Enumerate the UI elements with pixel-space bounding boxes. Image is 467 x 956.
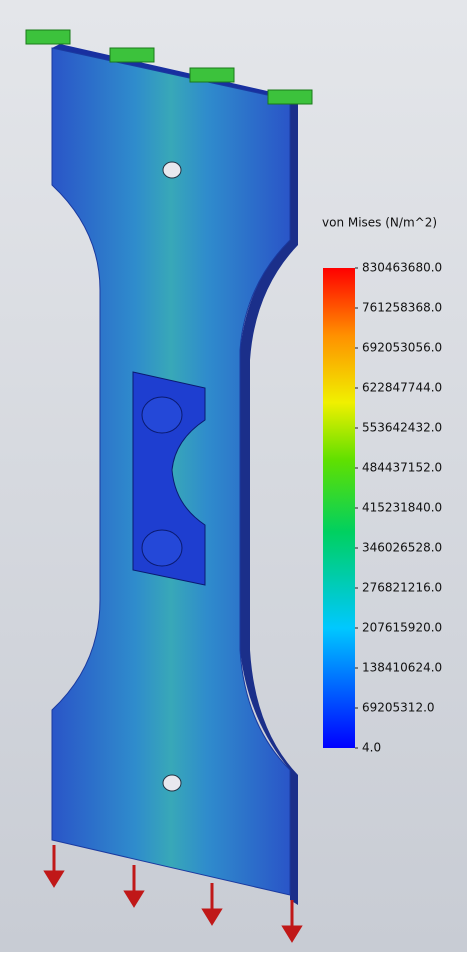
legend-label: 692053056.0 bbox=[362, 341, 442, 355]
pin bbox=[142, 397, 182, 433]
legend-label: 276821216.0 bbox=[362, 581, 442, 595]
hole bbox=[163, 162, 181, 178]
hole bbox=[163, 775, 181, 791]
legend-label: 553642432.0 bbox=[362, 421, 442, 435]
viewport: von Mises (N/m^2) 830463680.0 761258368.0… bbox=[0, 0, 467, 952]
legend-label: 69205312.0 bbox=[362, 701, 435, 715]
legend-label: 415231840.0 bbox=[362, 501, 442, 515]
legend-label: 346026528.0 bbox=[362, 541, 442, 555]
fixture bbox=[190, 68, 234, 82]
legend-label: 4.0 bbox=[362, 741, 381, 755]
legend-label: 138410624.0 bbox=[362, 661, 442, 675]
legend-label: 761258368.0 bbox=[362, 301, 442, 315]
pin bbox=[142, 530, 182, 566]
fixture bbox=[268, 90, 312, 104]
color-bar bbox=[323, 268, 355, 748]
legend-label: 830463680.0 bbox=[362, 261, 442, 275]
legend-label: 622847744.0 bbox=[362, 381, 442, 395]
legend-title: von Mises (N/m^2) bbox=[322, 216, 437, 230]
fixture bbox=[26, 30, 70, 44]
legend-label: 484437152.0 bbox=[362, 461, 442, 475]
fixture bbox=[110, 48, 154, 62]
legend-label: 207615920.0 bbox=[362, 621, 442, 635]
page: von Mises (N/m^2) 830463680.0 761258368.0… bbox=[0, 0, 467, 956]
